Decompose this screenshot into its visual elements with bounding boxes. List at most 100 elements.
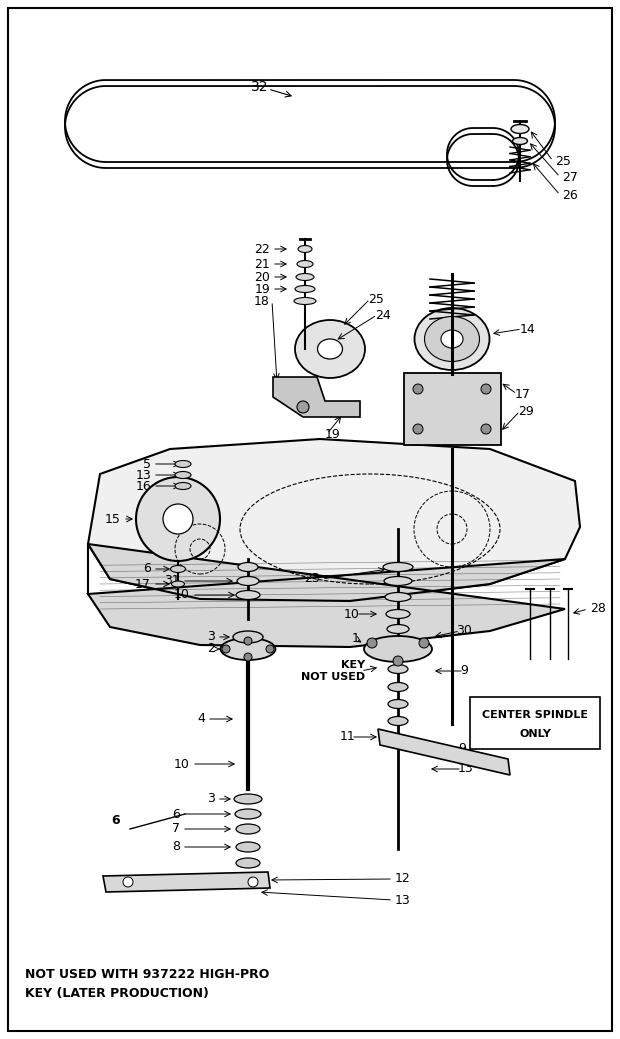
Ellipse shape [170, 565, 185, 572]
Text: 12: 12 [395, 873, 411, 885]
Ellipse shape [295, 286, 315, 293]
Text: 4: 4 [197, 713, 205, 725]
Text: 21: 21 [254, 258, 270, 270]
Circle shape [481, 424, 491, 434]
Text: 28: 28 [590, 603, 606, 615]
Text: 19: 19 [325, 427, 341, 441]
Text: 32: 32 [251, 80, 268, 94]
Text: 2: 2 [207, 642, 215, 656]
Ellipse shape [236, 824, 260, 834]
Ellipse shape [234, 794, 262, 804]
Text: 31: 31 [164, 575, 180, 587]
Polygon shape [378, 729, 510, 775]
Ellipse shape [233, 631, 263, 643]
Text: 9: 9 [460, 665, 468, 677]
Ellipse shape [236, 858, 260, 868]
Ellipse shape [295, 320, 365, 378]
Text: 13: 13 [135, 469, 151, 481]
Text: CENTER SPINDLE: CENTER SPINDLE [482, 711, 588, 720]
Text: 14: 14 [520, 322, 536, 336]
Text: 17: 17 [515, 388, 531, 400]
Ellipse shape [172, 581, 185, 587]
Ellipse shape [175, 460, 191, 468]
Ellipse shape [175, 482, 191, 489]
Text: KEY (LATER PRODUCTION): KEY (LATER PRODUCTION) [25, 987, 209, 1001]
Circle shape [222, 645, 230, 652]
Circle shape [163, 504, 193, 534]
Text: 10: 10 [344, 608, 360, 620]
Text: 10: 10 [174, 757, 190, 771]
Text: 20: 20 [254, 270, 270, 284]
Text: 6: 6 [143, 562, 151, 576]
Ellipse shape [221, 638, 275, 660]
Text: 11: 11 [339, 730, 355, 744]
Ellipse shape [388, 699, 408, 709]
Text: 6: 6 [172, 807, 180, 821]
Text: 27: 27 [562, 170, 578, 184]
Ellipse shape [511, 125, 529, 133]
Ellipse shape [383, 562, 413, 571]
Text: 15: 15 [105, 512, 121, 526]
Text: 17: 17 [135, 578, 151, 590]
Circle shape [244, 637, 252, 645]
Text: 23: 23 [304, 572, 320, 586]
Ellipse shape [384, 577, 412, 586]
Ellipse shape [387, 624, 409, 634]
Ellipse shape [388, 665, 408, 673]
Circle shape [136, 477, 220, 561]
Text: 3: 3 [207, 631, 215, 643]
Circle shape [297, 401, 309, 412]
Text: 25: 25 [368, 293, 384, 305]
Ellipse shape [388, 717, 408, 725]
Text: 24: 24 [375, 309, 391, 321]
Ellipse shape [317, 339, 342, 359]
Circle shape [419, 638, 429, 648]
Ellipse shape [441, 330, 463, 348]
Text: 13: 13 [395, 894, 411, 906]
Text: 18: 18 [254, 294, 270, 308]
Circle shape [248, 877, 258, 887]
Text: 7: 7 [172, 823, 180, 835]
Text: 26: 26 [562, 188, 578, 202]
Text: 30: 30 [456, 624, 472, 638]
Text: ReplacementParts.com: ReplacementParts.com [229, 542, 391, 556]
Text: 29: 29 [518, 404, 534, 418]
Polygon shape [103, 872, 270, 893]
Ellipse shape [175, 472, 191, 479]
Ellipse shape [237, 577, 259, 586]
Ellipse shape [298, 245, 312, 252]
Ellipse shape [236, 590, 260, 600]
Ellipse shape [296, 273, 314, 281]
Ellipse shape [385, 592, 411, 602]
Circle shape [413, 384, 423, 394]
Bar [470, 697, 600, 749]
Ellipse shape [364, 636, 432, 662]
Polygon shape [88, 439, 580, 601]
Circle shape [123, 877, 133, 887]
FancyBboxPatch shape [404, 373, 500, 445]
Text: 25: 25 [555, 155, 571, 167]
Ellipse shape [386, 610, 410, 618]
Ellipse shape [294, 297, 316, 304]
Text: KEY
NOT USED: KEY NOT USED [301, 660, 365, 682]
Text: NOT USED WITH 937222 HIGH-PRO: NOT USED WITH 937222 HIGH-PRO [25, 967, 269, 981]
Polygon shape [88, 544, 565, 647]
Ellipse shape [235, 809, 261, 819]
Ellipse shape [425, 317, 479, 362]
Ellipse shape [513, 137, 528, 144]
Circle shape [481, 384, 491, 394]
Text: 1: 1 [352, 633, 360, 645]
Text: 3: 3 [207, 793, 215, 805]
Text: 19: 19 [254, 283, 270, 295]
Polygon shape [273, 377, 360, 417]
Text: 9: 9 [458, 743, 466, 755]
Text: 10: 10 [174, 588, 190, 602]
Ellipse shape [236, 842, 260, 852]
Circle shape [413, 424, 423, 434]
Circle shape [367, 638, 377, 648]
Circle shape [266, 645, 274, 652]
Circle shape [393, 656, 403, 666]
Text: 22: 22 [254, 242, 270, 256]
Text: ONLY: ONLY [519, 729, 551, 740]
Text: 8: 8 [172, 841, 180, 853]
